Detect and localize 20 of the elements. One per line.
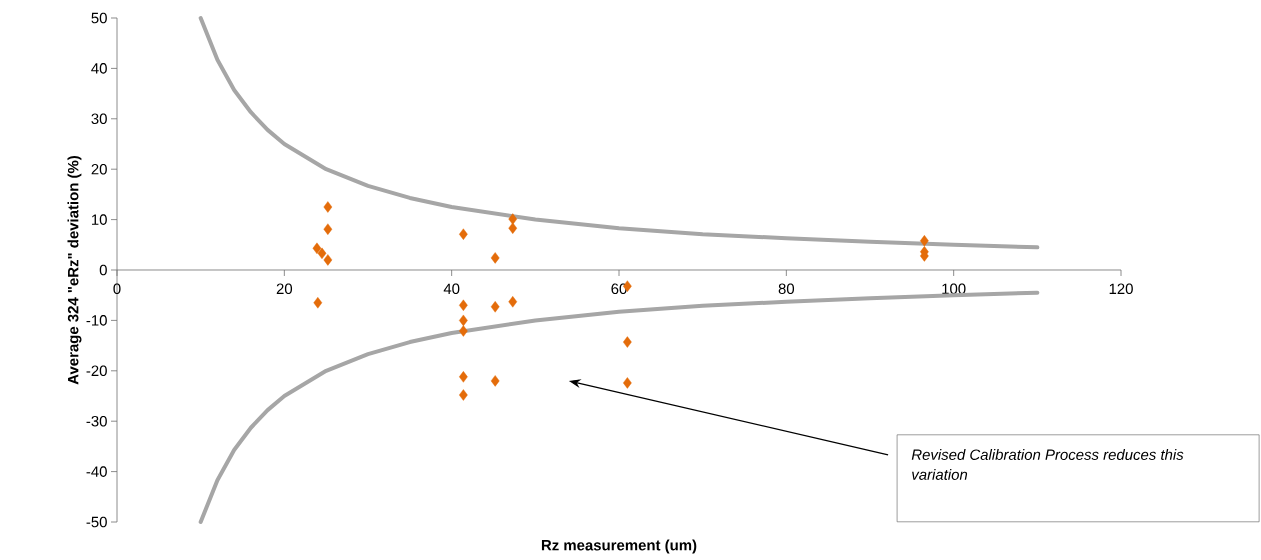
y-tick-label: -20	[86, 365, 107, 377]
y-tick-label: 50	[91, 12, 107, 24]
y-tick-label: 40	[91, 63, 107, 74]
x-tick-label: 0	[113, 283, 121, 295]
y-tick-label: -10	[86, 315, 107, 326]
x-axis-title: Rz measurement (um)	[541, 539, 697, 554]
y-tick-label: 20	[91, 163, 107, 175]
x-tick-label: 100	[942, 283, 966, 295]
y-tick-label: -40	[86, 466, 107, 477]
annotation: Revised Calibration Process reduces this variation	[911, 449, 1184, 480]
x-tick-label: 20	[276, 283, 293, 295]
y-axis-title: Average 324 "eRz" deviation (%)	[67, 155, 82, 385]
x-tick-label: 120	[1109, 283, 1133, 295]
y-tick-label: 30	[91, 113, 107, 125]
y-tick-label: -50	[86, 516, 107, 528]
x-tick-label: 80	[778, 283, 795, 295]
y-tick-label: -30	[86, 415, 107, 427]
y-tick-label: 0	[99, 264, 107, 276]
x-tick-label: 40	[443, 283, 460, 295]
y-tick-label: 10	[92, 214, 107, 225]
